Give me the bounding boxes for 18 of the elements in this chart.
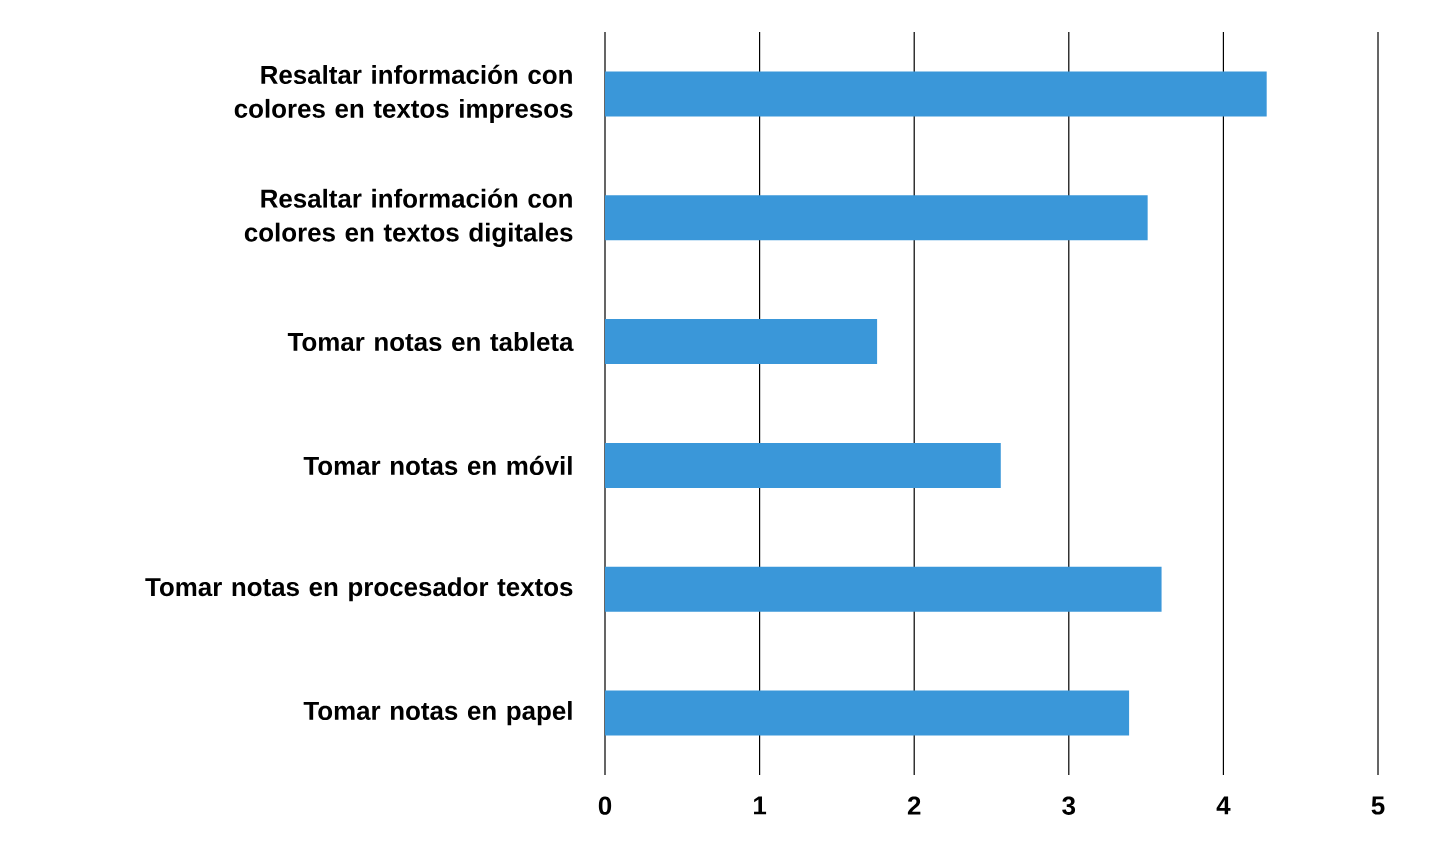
x-tick-label: 0 (598, 796, 612, 815)
bar (605, 71, 1267, 117)
x-tick-label: 1 (754, 796, 767, 815)
bar (605, 566, 1162, 612)
bar (605, 690, 1130, 736)
y-tick-label: Resaltar información con colores en textos digitales (244, 188, 573, 247)
bar (605, 195, 1148, 241)
bar (605, 442, 1001, 488)
x-tick-label: 2 (907, 796, 921, 815)
y-tick-label: Resaltar información con colores en textos impresos (234, 64, 573, 124)
x-tick-label: 5 (1371, 796, 1385, 815)
bar (605, 319, 878, 365)
y-tick-label: Tomar notas en móvil (303, 455, 572, 476)
y-tick-label: Tomar notas en papel (303, 701, 572, 726)
y-tick-label: Tomar notas en tableta (287, 332, 574, 352)
x-tick-label: 4 (1216, 796, 1231, 815)
x-tick-label: 3 (1062, 796, 1076, 815)
y-tick-label: Tomar notas en procesador textos (145, 577, 573, 602)
